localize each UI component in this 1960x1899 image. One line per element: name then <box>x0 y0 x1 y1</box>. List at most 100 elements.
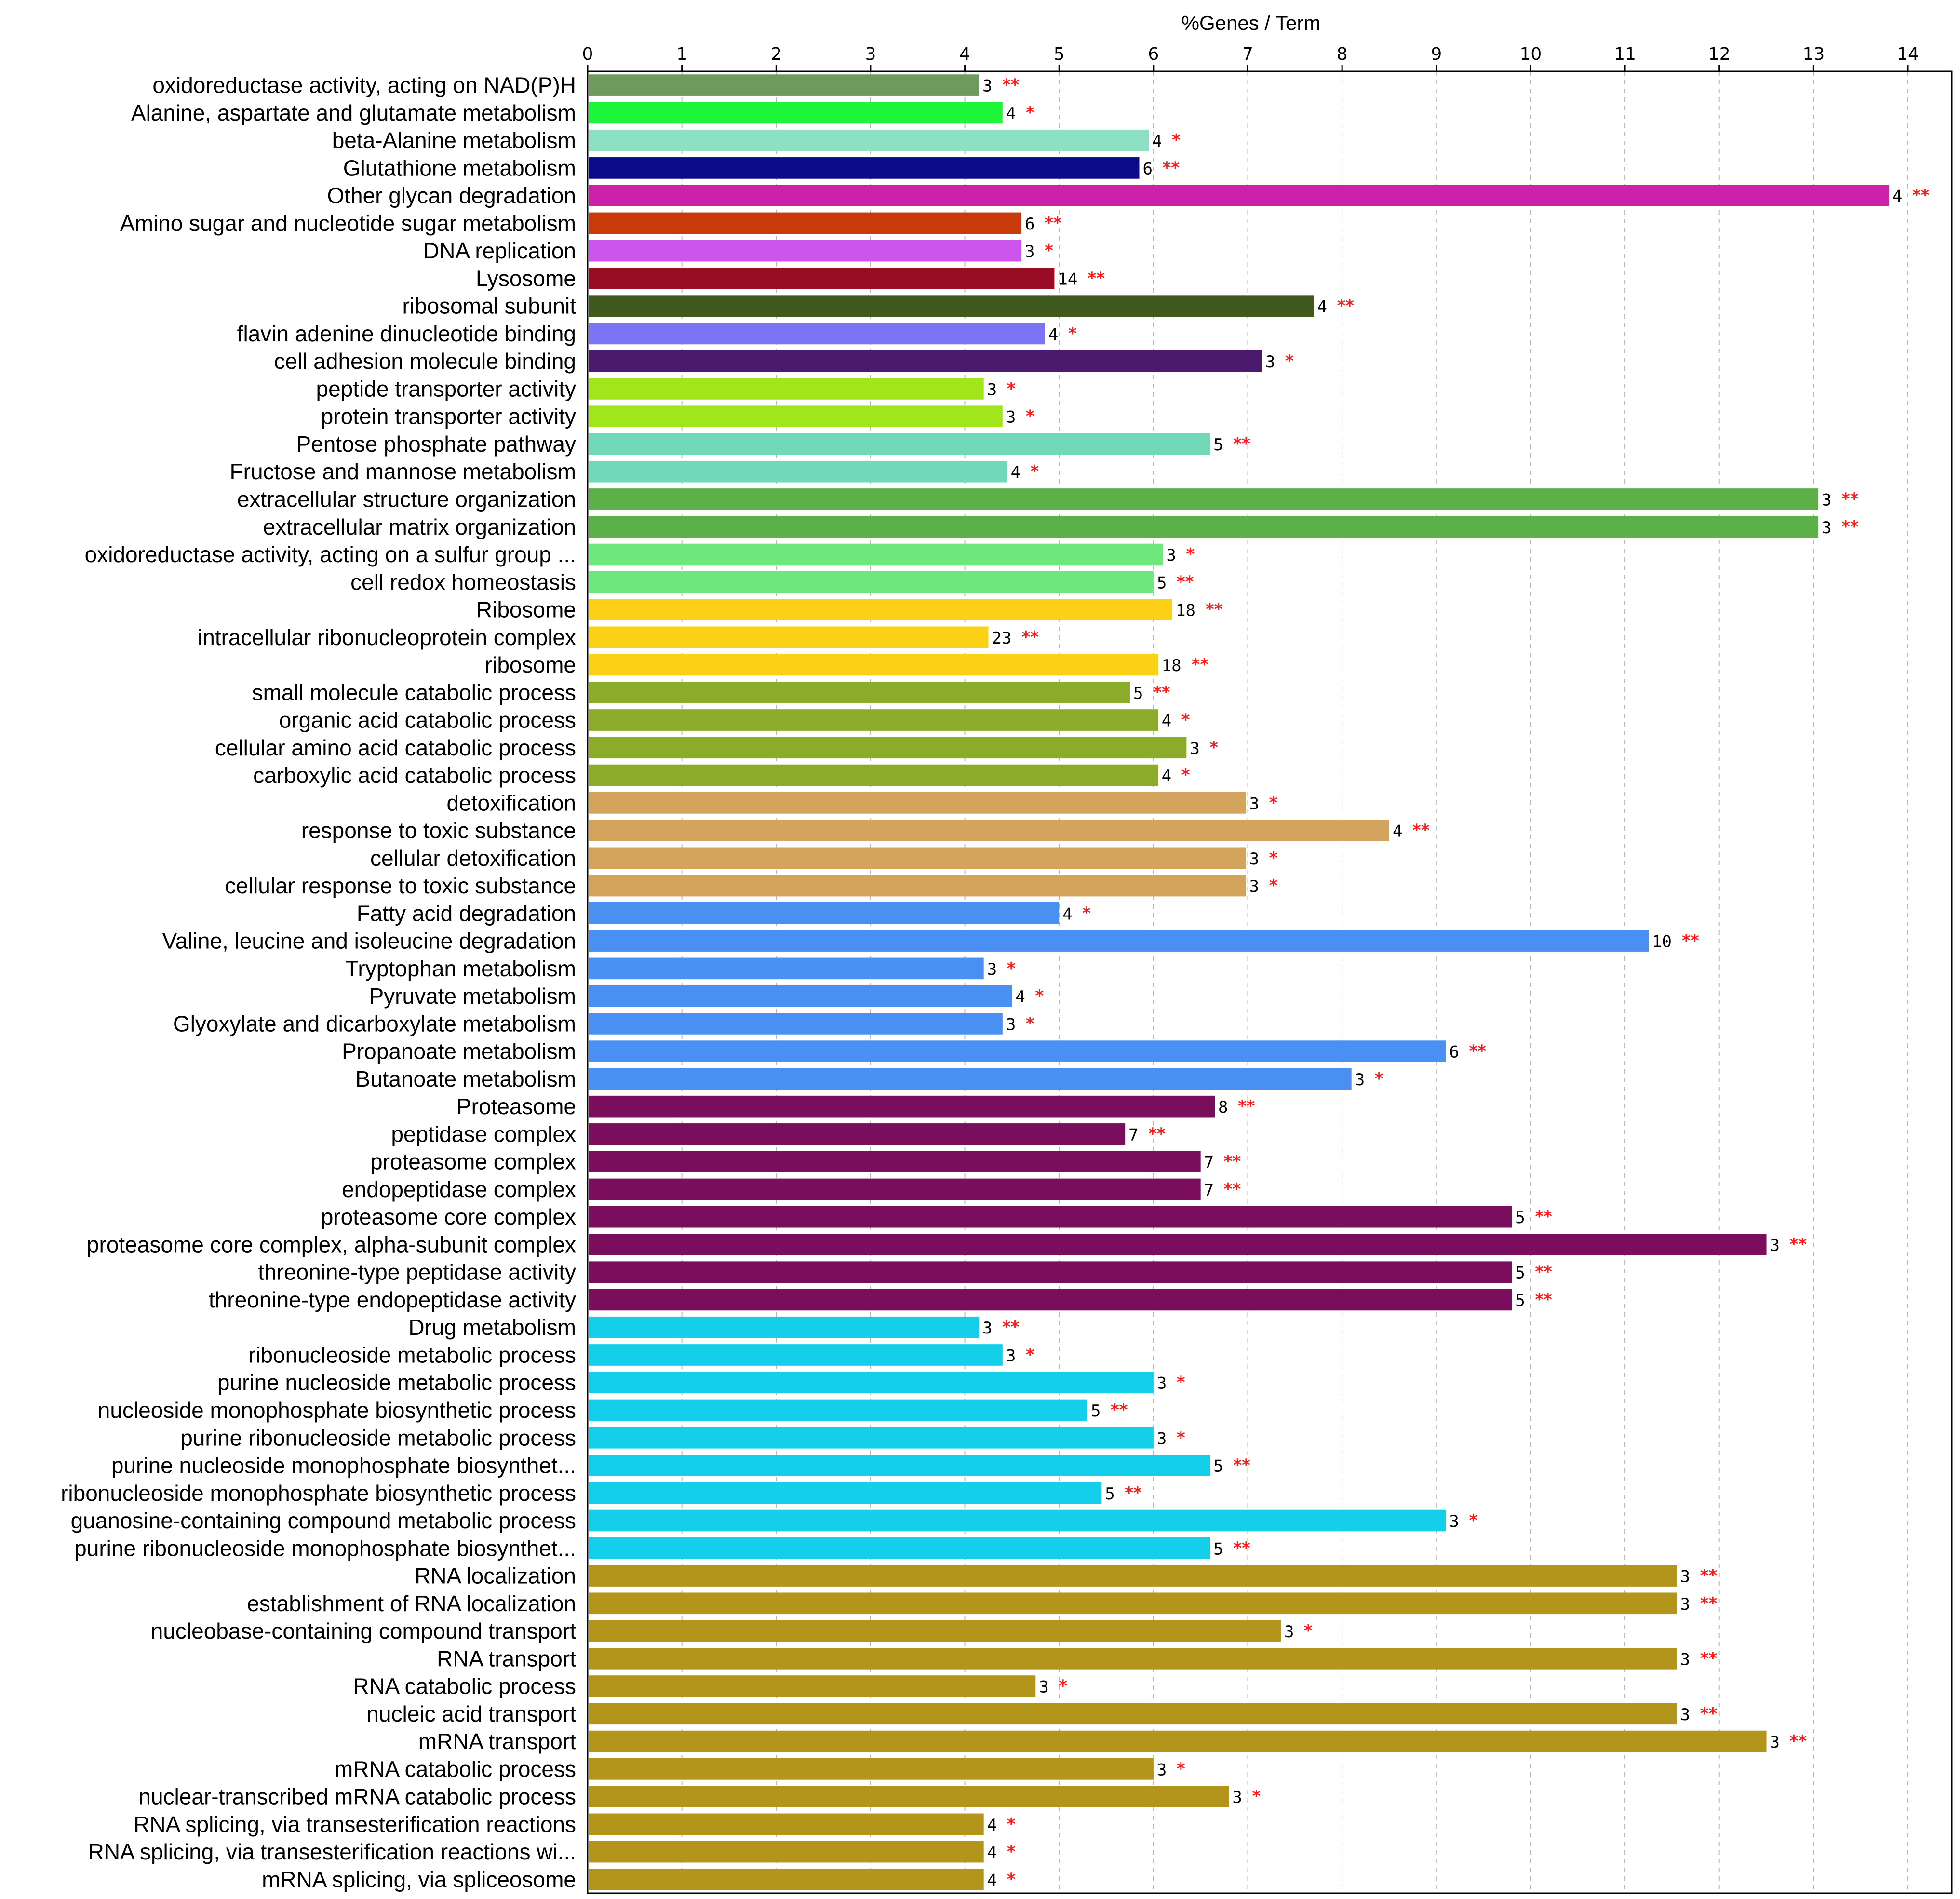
gene-count-label: 3 <box>1006 408 1016 427</box>
gene-count-label: 5 <box>1157 573 1167 593</box>
significance-label: ** <box>1412 821 1430 840</box>
significance-label: ** <box>1233 1538 1250 1558</box>
gene-count-label: 4 <box>1393 822 1402 841</box>
bar <box>589 1509 1446 1532</box>
bar <box>589 599 1172 620</box>
significance-label: * <box>1059 1677 1067 1696</box>
category-label: nuclear-transcribed mRNA catabolic proce… <box>138 1784 576 1809</box>
gene-count-label: 4 <box>1015 987 1025 1007</box>
gene-count-label: 3 <box>1249 794 1259 813</box>
gene-count-label: 4 <box>1162 767 1171 786</box>
gene-count-label: 18 <box>1162 656 1181 675</box>
gene-count-label: 4 <box>1162 712 1171 731</box>
plot-frame <box>587 70 1953 1894</box>
bar <box>589 1758 1154 1780</box>
bar <box>589 378 984 400</box>
category-label: cellular detoxification <box>370 846 576 871</box>
bar <box>589 268 1055 289</box>
gene-count-label: 3 <box>1006 1015 1016 1034</box>
tick-label: 7 <box>1242 44 1253 64</box>
gene-count-label: 3 <box>1770 1733 1780 1752</box>
bar <box>589 1592 1677 1615</box>
bar <box>589 847 1246 869</box>
significance-label: * <box>1026 103 1034 122</box>
category-label: ribosomal subunit <box>402 294 576 319</box>
bar <box>589 1372 1154 1394</box>
gene-count-label: 3 <box>1025 242 1034 261</box>
significance-label: * <box>1177 1759 1185 1778</box>
tick-label: 8 <box>1337 44 1348 64</box>
gene-count-label: 6 <box>1143 159 1153 178</box>
gene-count-label: 3 <box>1680 1595 1690 1614</box>
category-label: peptide transporter activity <box>316 376 577 401</box>
bar <box>589 1455 1210 1476</box>
gene-count-label: 3 <box>1190 739 1199 758</box>
gene-count-label: 4 <box>987 1843 997 1862</box>
category-label: establishment of RNA localization <box>247 1591 576 1616</box>
bar <box>589 1316 979 1338</box>
bar <box>589 1344 1003 1366</box>
tick-label: 0 <box>582 44 593 64</box>
significance-label: * <box>1269 793 1278 812</box>
gene-count-label: 4 <box>1152 132 1162 151</box>
tick-label: 11 <box>1614 44 1636 64</box>
category-label: mRNA transport <box>418 1729 576 1754</box>
category-label: Fructose and mannose metabolism <box>230 459 576 484</box>
category-label: RNA localization <box>415 1563 576 1589</box>
bar <box>589 488 1819 510</box>
bar <box>589 350 1262 372</box>
bar <box>589 737 1187 759</box>
significance-label: ** <box>1111 1401 1128 1420</box>
significance-label: * <box>1186 545 1195 564</box>
category-label: nucleoside monophosphate biosynthetic pr… <box>98 1398 576 1423</box>
significance-label: * <box>1172 131 1181 150</box>
significance-label: ** <box>1238 1097 1255 1116</box>
tick-label: 2 <box>771 44 782 64</box>
category-label: RNA catabolic process <box>353 1674 576 1699</box>
significance-label: * <box>1068 324 1077 343</box>
tick-label: 3 <box>865 44 876 64</box>
category-label: ribonucleoside monophosphate biosyntheti… <box>61 1481 576 1506</box>
category-label: DNA replication <box>423 238 576 263</box>
bar <box>589 1869 984 1890</box>
gene-count-label: 7 <box>1204 1153 1214 1172</box>
gene-count-label: 5 <box>1133 684 1143 703</box>
category-label: Lysosome <box>476 266 576 291</box>
bar <box>589 1040 1446 1062</box>
bar <box>589 1178 1201 1200</box>
x-axis-ticks: 0 1 2 3 4 5 6 7 8 9 10 11 12 13 14 <box>582 44 1919 71</box>
category-label: proteasome core complex <box>321 1204 576 1229</box>
bar <box>589 185 1889 206</box>
category-label: Glyoxylate and dicarboxylate metabolism <box>173 1011 576 1036</box>
category-label: Proteasome <box>456 1094 576 1119</box>
significance-label: ** <box>1790 1235 1807 1254</box>
tick-label: 1 <box>676 44 687 64</box>
significance-label: * <box>1209 738 1218 757</box>
bar <box>589 405 1003 428</box>
significance-label: ** <box>1087 269 1105 288</box>
significance-label: * <box>1375 1069 1383 1089</box>
significance-label: ** <box>1841 489 1859 509</box>
significance-label: * <box>1177 1428 1185 1447</box>
category-label: Pyruvate metabolism <box>369 983 577 1009</box>
category-label: beta-Alanine metabolism <box>332 128 576 153</box>
category-label: Other glycan degradation <box>327 183 576 208</box>
significance-label: ** <box>1700 1649 1718 1668</box>
category-label: oxidoreductase activity, acting on a sul… <box>85 542 576 567</box>
bar <box>589 1565 1677 1587</box>
category-label: nucleobase-containing compound transport <box>151 1618 576 1643</box>
gene-count-label: 3 <box>1680 1567 1690 1587</box>
significance-label: * <box>1181 711 1190 730</box>
significance-label: ** <box>1337 296 1354 316</box>
bar <box>589 1482 1102 1504</box>
bar <box>589 323 1045 345</box>
bar <box>589 709 1158 731</box>
gene-count-label: 7 <box>1204 1181 1214 1200</box>
bars: oxidoreductase activity, acting on NAD(P… <box>61 73 1930 1892</box>
category-label: guanosine-containing compound metabolic … <box>71 1508 576 1533</box>
gene-count-label: 3 <box>1822 490 1831 510</box>
category-label: Fatty acid degradation <box>357 901 576 926</box>
gene-count-label: 4 <box>1317 297 1327 317</box>
significance-label: ** <box>1002 76 1020 95</box>
